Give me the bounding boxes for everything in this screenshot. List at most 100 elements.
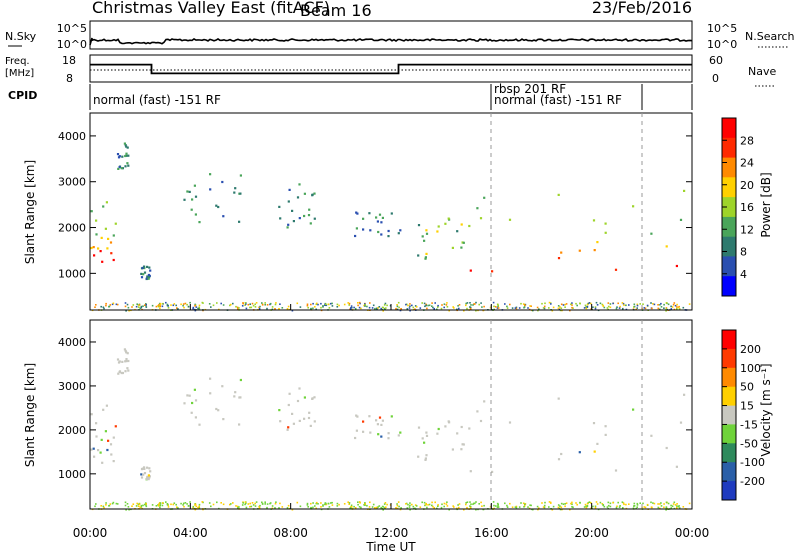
power-noise-point (590, 302, 592, 305)
power-noise-point (249, 303, 251, 305)
power-noise-point (538, 308, 540, 310)
velocity-noise-point (249, 502, 251, 505)
power-noise-point (316, 302, 318, 305)
power-noise-point (622, 302, 625, 305)
power-noise-point (678, 308, 681, 310)
velocity-noise-point (472, 503, 474, 505)
power-noise-point (607, 305, 610, 308)
velocity-noise-point (287, 504, 290, 507)
power-noise-point (550, 303, 552, 305)
velocity-panel (89, 319, 693, 510)
nsky-tick-high-right: 10^5 (707, 22, 737, 35)
velocity-noise-point (520, 502, 522, 504)
power-noise-point (144, 304, 146, 306)
velocity-noise-point (245, 502, 247, 505)
power-noise-point (112, 302, 115, 305)
power-noise-point (562, 304, 565, 306)
velocity-noise-point (369, 501, 371, 504)
power-noise-point (544, 302, 546, 305)
velocity-noise-point (274, 507, 276, 509)
power-noise-point (186, 303, 188, 306)
power-noise-point (100, 305, 102, 308)
power-noise-point (560, 303, 563, 306)
velocity-noise-point (131, 505, 133, 507)
power-noise-point (197, 307, 199, 310)
velocity-noise-point (170, 503, 172, 506)
velocity-noise-point (173, 502, 176, 504)
power-noise-point (670, 305, 672, 308)
power-noise-point (320, 306, 322, 309)
velocity-noise-point (363, 504, 365, 506)
velocity-noise-point (338, 503, 340, 506)
power-point (378, 213, 382, 216)
power-noise-point (506, 305, 508, 308)
power-noise-point (102, 306, 105, 309)
power-noise-point (405, 303, 407, 306)
velocity-noise-point (194, 504, 196, 506)
power-noise-point (372, 304, 375, 307)
power-noise-point (473, 303, 475, 305)
velocity-noise-point (465, 503, 467, 506)
power-noise-point (427, 304, 429, 307)
velocity-noise-point (197, 506, 199, 509)
velocity-noise-point (351, 506, 353, 508)
velocity-point (675, 465, 678, 468)
velocity-point (149, 470, 152, 473)
velocity-point (125, 351, 128, 354)
velocity-noise-point (415, 505, 418, 507)
power-point (287, 200, 290, 203)
power-noise-point (612, 302, 614, 305)
velocity-noise-point (161, 504, 164, 507)
velocity-noise-point (183, 505, 185, 508)
power-point (142, 273, 145, 276)
velocity-noise-point (291, 508, 294, 511)
power-noise-point (497, 305, 499, 308)
power-noise-point (201, 301, 204, 304)
power-noise-point (384, 302, 387, 305)
power-noise-point (564, 306, 566, 308)
power-noise-point (628, 304, 630, 306)
power-noise-point (621, 302, 624, 304)
velocity-noise-point (398, 505, 400, 508)
nave-tick-high: 60 (709, 54, 723, 67)
velocity-noise-point (220, 502, 222, 504)
power-point (112, 234, 115, 237)
velocity-noise-point (437, 504, 439, 506)
power-point (298, 217, 301, 220)
power-noise-point (310, 307, 312, 310)
power-noise-point (448, 309, 450, 312)
velocity-point (309, 424, 312, 427)
power-noise-point (633, 303, 636, 306)
velocity-noise-point (688, 502, 691, 505)
velocity-noise-point (639, 502, 641, 504)
velocity-noise-point (548, 501, 551, 503)
power-point (437, 225, 440, 228)
velocity-noise-point (331, 501, 333, 504)
velocity-noise-point (138, 503, 141, 505)
power-point (469, 269, 472, 272)
velocity-noise-point (497, 506, 500, 508)
velocity-noise-point (667, 502, 670, 505)
velocity-point (233, 395, 236, 398)
velocity-noise-point (550, 502, 552, 504)
power-noise-point (443, 303, 446, 305)
velocity-noise-point (431, 501, 433, 504)
power-noise-point (646, 304, 649, 307)
power-point (279, 217, 282, 220)
power-noise-point (423, 302, 426, 305)
velocity-noise-point (663, 503, 665, 505)
velocity-noise-point (264, 501, 266, 503)
velocity-point (298, 387, 301, 390)
velocity-noise-point (642, 502, 644, 505)
power-noise-point (353, 306, 355, 309)
velocity-colorbar-label--200: -200 (740, 475, 765, 488)
power-point (143, 271, 147, 274)
velocity-noise-point (324, 503, 326, 506)
power-point (194, 213, 197, 216)
velocity-point (209, 377, 212, 380)
power-noise-point (374, 307, 376, 310)
velocity-noise-point (660, 502, 662, 504)
velocity-noise-point (249, 505, 251, 508)
power-point (369, 229, 372, 232)
velocity-noise-point (570, 502, 572, 505)
